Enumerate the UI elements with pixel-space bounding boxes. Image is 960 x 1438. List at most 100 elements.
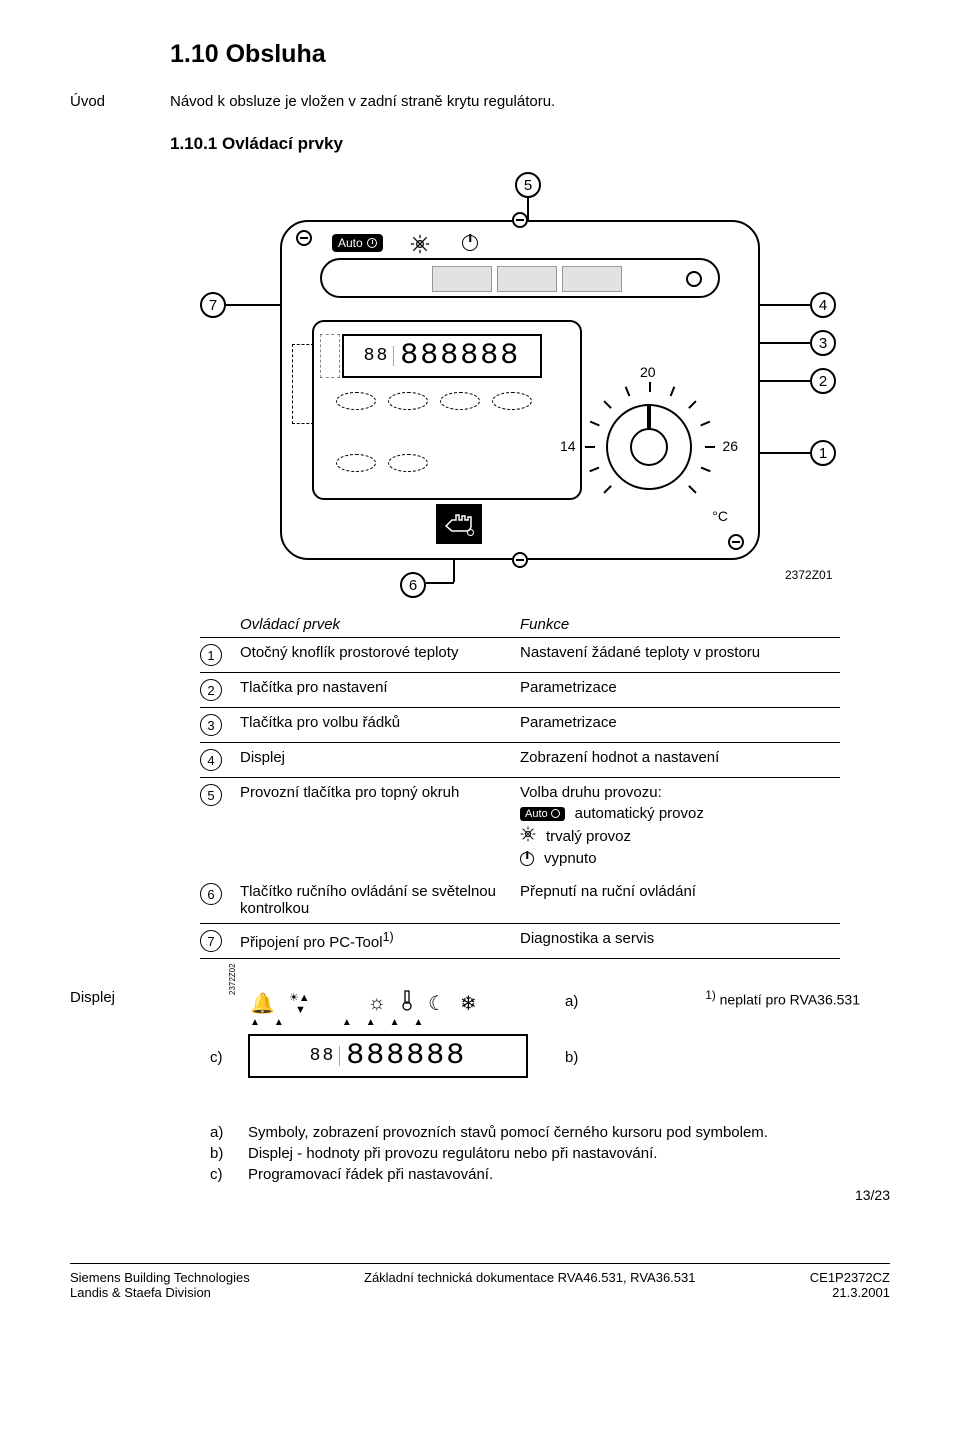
- row-left: Tlačítka pro volbu řádků: [240, 714, 520, 731]
- button-outline: [336, 392, 376, 410]
- legend-text: Symboly, zobrazení provozních stavů pomo…: [248, 1124, 768, 1141]
- display-label: Displej: [70, 989, 170, 1094]
- dial-tick: [688, 485, 696, 493]
- power-icon: [520, 852, 534, 866]
- row-left: Tlačítko ručního ovládání se světelnou k…: [240, 883, 520, 917]
- dial-tick: [701, 467, 711, 473]
- lcd-small-digits: 88: [364, 346, 395, 366]
- row-right: Přepnutí na ruční ovládání: [520, 883, 840, 900]
- screw-icon: [512, 212, 528, 228]
- cursor-mark: ▲: [274, 1017, 284, 1028]
- table-row: 3 Tlačítka pro volbu řádků Parametrizace: [200, 708, 840, 743]
- callout-4: 4: [810, 292, 836, 318]
- leader-line: [426, 582, 454, 584]
- row-left: Tlačítka pro nastavení: [240, 679, 520, 696]
- dial-tick: [603, 485, 611, 493]
- moon-icon: ☾: [428, 991, 446, 1016]
- screw-icon: [728, 534, 744, 550]
- row-left: Displej: [240, 749, 520, 766]
- footer-left-2: Landis & Staefa Division: [70, 1285, 250, 1300]
- row-left: Provozní tlačítka pro topný okruh: [240, 784, 520, 801]
- mode-text: trvalý provoz: [546, 828, 631, 845]
- label-b: b): [565, 1049, 578, 1066]
- row-num: 3: [200, 714, 222, 736]
- dial-tick: [589, 467, 599, 473]
- display-subpanel: 88 888888: [312, 320, 582, 500]
- label-c: c): [210, 1049, 223, 1066]
- row-left: Připojení pro PC-Tool: [240, 934, 383, 951]
- auto-mode-icon: Auto: [520, 807, 565, 821]
- dial-unit: °C: [712, 508, 728, 524]
- dial-tick: [590, 421, 600, 427]
- legend-key: a): [210, 1124, 230, 1141]
- table-head-right: Funkce: [520, 616, 840, 633]
- callout-5: 5: [515, 172, 541, 198]
- lcd-display: 88 888888: [342, 334, 542, 378]
- row-num: 5: [200, 784, 222, 806]
- row-left: Otočný knoflík prostorové teploty: [240, 644, 520, 661]
- dial-tick: [649, 382, 651, 392]
- intro-label: Úvod: [70, 93, 170, 110]
- lcd-main-digits: 888888: [346, 1039, 466, 1073]
- row-num: 1: [200, 644, 222, 666]
- lcd-main-digits: 888888: [400, 339, 520, 373]
- row-num: 7: [200, 930, 222, 952]
- callout-7: 7: [200, 292, 226, 318]
- legend-key: c): [210, 1166, 230, 1183]
- dial-tick: [585, 446, 595, 448]
- dial-tick: [603, 400, 611, 408]
- lcd-display: 88 888888: [248, 1034, 528, 1078]
- dial-value-left: 14: [560, 438, 576, 454]
- cursor-mark: ▲: [414, 1017, 424, 1028]
- led-indicator: [467, 529, 474, 536]
- sun-icon: [410, 234, 430, 260]
- cursor-mark: ▲: [342, 1017, 352, 1028]
- button-outline: [492, 392, 532, 410]
- footer-right-1: CE1P2372CZ: [810, 1270, 890, 1285]
- dial-tick: [700, 421, 710, 427]
- cursor-mark: ▲: [250, 1017, 260, 1028]
- row-num: 6: [200, 883, 222, 905]
- cursor-mark: ▲: [390, 1017, 400, 1028]
- footer-middle: Základní technická dokumentace RVA46.531…: [364, 1270, 695, 1300]
- slider-segment: [432, 266, 492, 292]
- screw-icon: [512, 552, 528, 568]
- display-footnote: 1) neplatí pro RVA36.531: [705, 989, 860, 1008]
- table-row: 6 Tlačítko ručního ovládání se světelnou…: [200, 877, 840, 924]
- temperature-dial: 20 14 26 °C: [584, 382, 714, 512]
- mode-text: vypnuto: [544, 850, 597, 867]
- manual-button: [436, 504, 482, 544]
- diagram-code: 2372Z01: [785, 568, 832, 582]
- callout-2: 2: [810, 368, 836, 394]
- dial-value-right: 26: [722, 438, 738, 454]
- table-row: 7 Připojení pro PC-Tool1) Diagnostika a …: [200, 924, 840, 959]
- controls-table: Ovládací prvek Funkce 1 Otočný knoflík p…: [200, 612, 840, 959]
- footer-left-1: Siemens Building Technologies: [70, 1270, 250, 1285]
- row-sup: 1): [383, 930, 394, 944]
- mode-text: automatický provoz: [575, 805, 704, 822]
- row-right: Nastavení žádané teploty v prostoru: [520, 644, 840, 661]
- row-right: Zobrazení hodnot a nastavení: [520, 749, 840, 766]
- cursor-mark: ▲: [366, 1017, 376, 1028]
- button-outline: [388, 392, 428, 410]
- label-a: a): [565, 993, 578, 1010]
- flap-hinge: [292, 344, 314, 424]
- button-outline: [388, 454, 428, 472]
- callout-6: 6: [400, 572, 426, 598]
- dial-tick: [688, 400, 696, 408]
- snowflake-icon: ❄: [460, 991, 477, 1016]
- device-panel: Auto 88 888888: [280, 220, 760, 560]
- legend-text: Programovací řádek při nastavování.: [248, 1166, 493, 1183]
- sun-triangle-icon: ☀▲ ▼: [289, 991, 310, 1016]
- slider-segment: [562, 266, 622, 292]
- auto-mode-icon: Auto: [332, 234, 383, 252]
- sun-icon: [520, 826, 536, 846]
- bell-icon: 🔔: [250, 991, 275, 1016]
- mode-slider: Auto: [320, 258, 720, 298]
- display-code: 2372Z02: [228, 963, 237, 995]
- row-right: Parametrizace: [520, 714, 840, 731]
- button-outline: [440, 392, 480, 410]
- legend-text: Displej - hodnoty při provozu regulátoru…: [248, 1145, 657, 1162]
- slider-segment: [497, 266, 557, 292]
- page-footer: Siemens Building Technologies Landis & S…: [70, 1263, 890, 1322]
